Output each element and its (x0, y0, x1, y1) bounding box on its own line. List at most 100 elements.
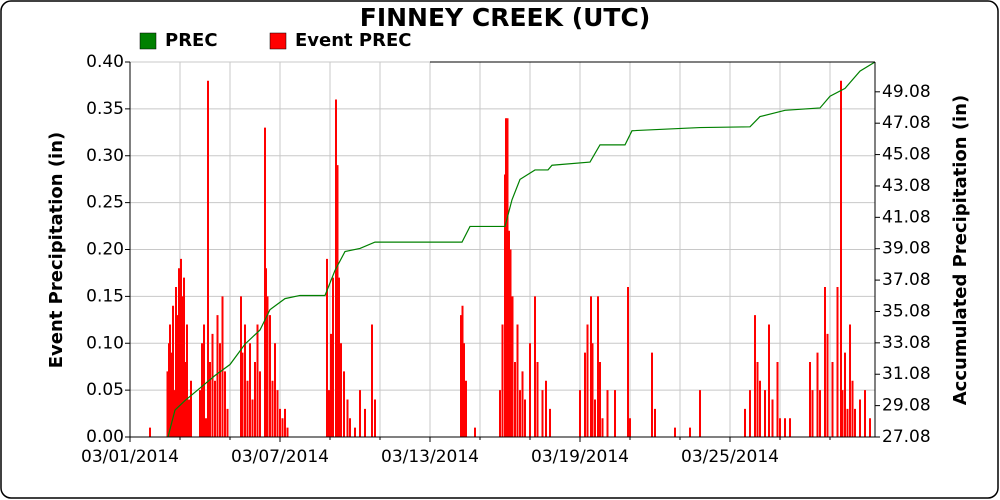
bar (246, 380, 249, 437)
bar (188, 399, 190, 437)
y2-tick-label: 49.08 (882, 82, 931, 102)
bar (824, 287, 826, 437)
y2-tick-label: 31.08 (882, 364, 931, 384)
bar (254, 362, 256, 437)
bar (244, 324, 246, 437)
bar (627, 287, 629, 437)
y-tick-label: 0.25 (86, 193, 124, 213)
x-tick-label: 03/13/2014 (381, 447, 479, 467)
bar (756, 362, 759, 437)
y-tick-label: 0.20 (86, 240, 124, 260)
y2-tick-label: 27.08 (882, 427, 931, 447)
bar (349, 418, 351, 437)
bar (265, 268, 267, 437)
bar (460, 315, 462, 437)
bar (511, 296, 514, 437)
bar (214, 380, 216, 437)
bar (859, 399, 861, 437)
y2-tick-label: 33.08 (882, 333, 931, 353)
bar (844, 352, 846, 437)
y-tick-label: 0.10 (86, 333, 124, 353)
bar (516, 324, 519, 437)
bar (514, 362, 516, 437)
bar (831, 362, 834, 437)
bar (809, 362, 811, 437)
bar (364, 408, 366, 437)
bar (274, 343, 276, 437)
bar (224, 371, 226, 437)
bar (501, 324, 504, 437)
bar (654, 408, 656, 437)
y-tick-label: 0.05 (86, 380, 124, 400)
bar (851, 380, 854, 437)
bar (594, 399, 596, 437)
bar (505, 118, 507, 437)
bar (811, 390, 814, 437)
bar (586, 324, 589, 437)
bar (599, 362, 601, 437)
bar (819, 390, 821, 437)
bar (279, 408, 281, 437)
x-tick-label: 03/07/2014 (231, 447, 329, 467)
bar (463, 343, 465, 437)
bar (784, 418, 786, 437)
bar (259, 371, 261, 437)
bar (869, 418, 871, 437)
bar (674, 427, 676, 437)
bar (499, 390, 501, 437)
bar (541, 390, 544, 437)
bar (266, 296, 269, 437)
bar (183, 277, 185, 437)
bar (776, 362, 779, 437)
bar (840, 80, 842, 437)
bar (689, 427, 691, 437)
bar (789, 418, 791, 437)
bar (606, 390, 609, 437)
line (167, 61, 876, 438)
y2-tick-label: 39.08 (882, 239, 931, 259)
bar (768, 324, 770, 437)
bar (330, 333, 332, 437)
bar (241, 352, 244, 437)
y-tick-label: 0.15 (86, 286, 124, 306)
bar (519, 390, 521, 437)
y2-tick-label: 37.08 (882, 270, 931, 290)
y-tick-label: 0.35 (86, 99, 124, 119)
bar (749, 390, 751, 437)
bar (281, 418, 284, 437)
bar (343, 371, 345, 437)
x-tick-label: 03/19/2014 (531, 447, 629, 467)
bar (759, 380, 761, 437)
bar (205, 418, 207, 437)
bar (211, 333, 214, 437)
bar (190, 380, 192, 437)
y2-tick-label: 35.08 (882, 301, 931, 321)
bar (529, 343, 531, 437)
bar (226, 408, 229, 437)
bar (175, 287, 177, 437)
y-tick-label: 0.00 (86, 427, 124, 447)
bar (521, 371, 524, 437)
bar (771, 399, 774, 437)
bar (354, 427, 356, 437)
bar (346, 399, 349, 437)
bar (699, 390, 701, 437)
bar (336, 165, 339, 437)
bar (854, 408, 856, 437)
bar (328, 390, 330, 437)
y2-tick-label: 43.08 (882, 176, 931, 196)
bar (816, 352, 819, 437)
bar (524, 399, 526, 437)
bar (359, 390, 361, 437)
bar (149, 427, 151, 437)
bar (340, 343, 342, 437)
bar (590, 296, 592, 437)
x-tick-label: 03/01/2014 (81, 447, 179, 467)
bar (534, 296, 536, 437)
chart-title: FINNEY CREEK (UTC) (360, 3, 651, 32)
bar (271, 380, 274, 437)
bar (591, 343, 594, 437)
bar (269, 315, 271, 437)
bar (506, 118, 509, 437)
y2-tick-label: 45.08 (882, 145, 931, 165)
